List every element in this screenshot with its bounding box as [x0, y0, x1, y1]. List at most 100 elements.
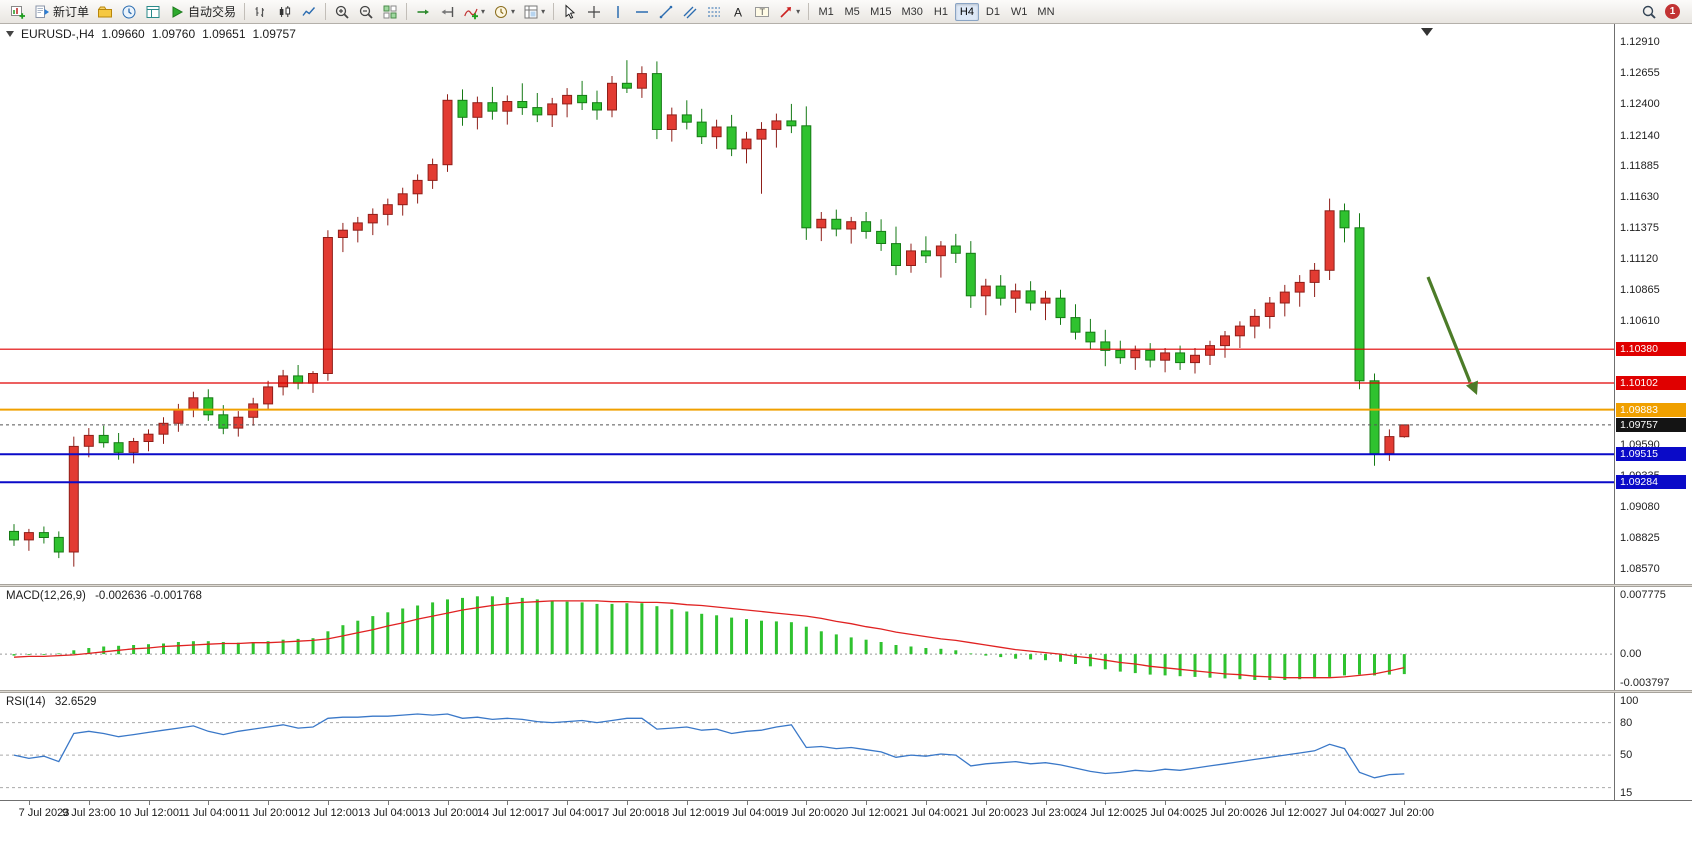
- dropdown-caret-icon: ▾: [796, 7, 801, 16]
- template-icon: [523, 4, 539, 20]
- timeframe-h4-button[interactable]: H4: [954, 2, 979, 21]
- vertical-line-button[interactable]: [607, 2, 629, 22]
- price-tick: 1.11630: [1620, 191, 1659, 203]
- market-watch-button[interactable]: [118, 2, 140, 22]
- auto-scroll-button[interactable]: [412, 2, 434, 22]
- macd-panel[interactable]: [0, 587, 1614, 690]
- text-label-button[interactable]: T: [751, 2, 773, 22]
- price-tick: 1.08825: [1620, 532, 1660, 544]
- svg-text:A: A: [734, 5, 742, 19]
- equidistant-channel-button[interactable]: [679, 2, 701, 22]
- fibo-icon: [706, 4, 722, 20]
- timeframe-w1-button[interactable]: W1: [1007, 3, 1032, 21]
- price-tick: 1.11375: [1620, 222, 1659, 234]
- notification-badge[interactable]: 1: [1665, 4, 1680, 19]
- cursor-button[interactable]: [559, 2, 581, 22]
- timeframe-h1-button[interactable]: H1: [929, 3, 953, 21]
- panel-splitter[interactable]: [0, 584, 1692, 587]
- zoom-in-button[interactable]: [331, 2, 353, 22]
- trend-arrow-annotation[interactable]: [1426, 276, 1478, 395]
- templates-button[interactable]: ▾: [520, 2, 548, 22]
- toolbar-separator: [325, 3, 327, 20]
- candles: [9, 60, 1410, 567]
- candlestick-chart-button[interactable]: [274, 2, 296, 22]
- time-tick-label: 19 Jul 04:00: [717, 807, 777, 819]
- periods-button[interactable]: ▾: [490, 2, 518, 22]
- channel-icon: [682, 4, 698, 20]
- time-tick-label: 19 Jul 20:00: [776, 807, 836, 819]
- data-window-button[interactable]: [142, 2, 164, 22]
- crosshair-icon: [586, 4, 602, 20]
- macd-values: -0.002636 -0.001768: [95, 590, 202, 602]
- dropdown-caret-icon: ▾: [481, 7, 486, 16]
- crosshair-button[interactable]: [583, 2, 605, 22]
- chart-header: EURUSD-,H4 1.09660 1.09760 1.09651 1.097…: [6, 27, 303, 41]
- profiles-button[interactable]: [94, 2, 116, 22]
- time-tick: [926, 801, 927, 805]
- fibonacci-retracement-button[interactable]: [703, 2, 725, 22]
- time-tick-label: 9 Jul 23:00: [62, 807, 116, 819]
- time-tick-label: 11 Jul 20:00: [238, 807, 298, 819]
- time-tick: [1046, 801, 1047, 805]
- timeframe-m30-button[interactable]: M30: [898, 3, 927, 21]
- time-axis: 7 Jul 2023 9 Jul 23:00 10 Jul 12:00 11 Jul …: [0, 800, 1692, 825]
- chart-shift-marker[interactable]: [1421, 28, 1433, 36]
- timeframe-m1-button[interactable]: M1: [814, 3, 838, 21]
- autotrading-button[interactable]: 自动交易: [166, 2, 239, 22]
- time-tick: [1225, 801, 1226, 805]
- zoom-out-button[interactable]: [355, 2, 377, 22]
- time-tick-label: 10 Jul 12:00: [119, 807, 179, 819]
- timeframe-mn-button[interactable]: MN: [1033, 3, 1058, 21]
- zoom-in-icon: [334, 4, 350, 20]
- time-tick: [448, 801, 449, 805]
- time-tick: [507, 801, 508, 805]
- price-tick: 1.12910: [1620, 36, 1660, 48]
- trendline-button[interactable]: [655, 2, 677, 22]
- time-tick: [567, 801, 568, 805]
- bar-chart-button[interactable]: [250, 2, 272, 22]
- search-button[interactable]: [1638, 2, 1660, 22]
- current-price-tag: 1.09757: [1616, 418, 1686, 432]
- timeframe-d1-button[interactable]: D1: [981, 3, 1005, 21]
- price-tick: 1.10610: [1620, 315, 1660, 327]
- chart-menu-icon[interactable]: [6, 31, 14, 37]
- time-tick: [328, 801, 329, 805]
- bars-icon: [253, 4, 269, 20]
- panel-splitter[interactable]: [0, 690, 1692, 693]
- dropdown-caret-icon: ▾: [511, 7, 516, 16]
- indicator-plus-icon: [463, 4, 479, 20]
- macd-histogram: [12, 596, 1406, 680]
- chart-shift-icon: [439, 4, 455, 20]
- macd-label: MACD(12,26,9) -0.002636 -0.001768: [6, 590, 208, 602]
- price-chart-panel[interactable]: [0, 24, 1614, 584]
- chart-shift-button[interactable]: [436, 2, 458, 22]
- time-tick-label: 13 Jul 04:00: [358, 807, 418, 819]
- rsi-axis-tick: 50: [1620, 749, 1633, 761]
- toolbar-buttons: 新订单 自动交易 ▾ ▾ ▾ A T ▾ M1 M5 M15 M30 H1 H4 D1 W1 MN: [6, 0, 1060, 24]
- horizontal-line-button[interactable]: [631, 2, 653, 22]
- toolbar-separator: [808, 3, 810, 20]
- time-tick-label: 27 Jul 04:00: [1315, 807, 1375, 819]
- price-tick: 1.08570: [1620, 563, 1660, 575]
- time-tick: [89, 801, 90, 805]
- label-icon: T: [754, 4, 770, 20]
- time-tick: [388, 801, 389, 805]
- price-tick: 1.12140: [1620, 130, 1660, 142]
- tile-windows-button[interactable]: [379, 2, 401, 22]
- rsi-panel[interactable]: [0, 693, 1614, 800]
- line-chart-button[interactable]: [298, 2, 320, 22]
- timeframe-m5-button[interactable]: M5: [840, 3, 864, 21]
- text-button[interactable]: A: [727, 2, 749, 22]
- toolbar-separator: [553, 3, 555, 20]
- new-chart-button[interactable]: [7, 2, 29, 22]
- timeframe-m15-button[interactable]: M15: [866, 3, 895, 21]
- time-tick-label: 24 Jul 12:00: [1075, 807, 1135, 819]
- indicators-button[interactable]: ▾: [460, 2, 488, 22]
- new-order-label: 新订单: [53, 5, 90, 19]
- time-tick: [1345, 801, 1346, 805]
- macd-axis-tick: 0.007775: [1620, 589, 1666, 601]
- svg-text:T: T: [760, 6, 766, 16]
- rsi-title: RSI(14): [6, 696, 46, 708]
- new-order-button[interactable]: 新订单: [31, 2, 92, 22]
- arrows-button[interactable]: ▾: [775, 2, 803, 22]
